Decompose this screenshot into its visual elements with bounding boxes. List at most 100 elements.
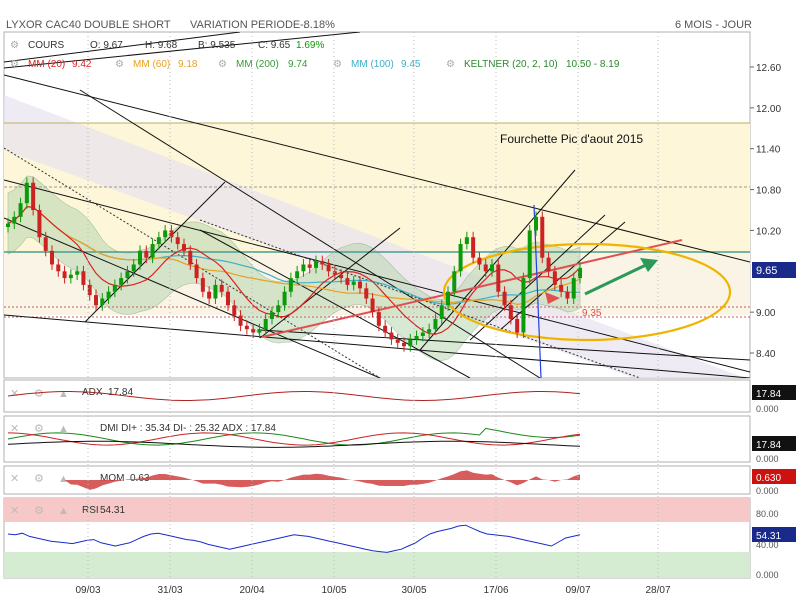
- keltner-band: [7, 175, 581, 362]
- candle-body: [515, 318, 520, 333]
- candle-body: [263, 318, 268, 330]
- mom-area: [8, 470, 580, 490]
- candle-body: [452, 271, 457, 292]
- candle-body: [75, 271, 80, 275]
- candle-body: [144, 250, 149, 258]
- x-tick-label: 31/03: [157, 585, 182, 596]
- rsi-panel-icons[interactable]: ✕ ⚙ ▲: [10, 505, 69, 517]
- y-tick-label: 9.00: [756, 308, 776, 319]
- blue-vertical: [533, 204, 542, 378]
- candle-body: [521, 278, 526, 333]
- legend-mm60-value: 9.18: [178, 59, 198, 70]
- legend-mm200-value: 9.74: [288, 59, 308, 70]
- svg-text:⚙: ⚙: [34, 423, 44, 435]
- x-tick-label: 09/07: [565, 585, 590, 596]
- legend-low: B: 9.535: [198, 40, 236, 51]
- candle-body: [571, 278, 576, 299]
- gear-icon[interactable]: ⚙: [10, 59, 19, 70]
- mom-marker: 0.630: [756, 473, 781, 484]
- candle-body: [578, 267, 582, 279]
- candles: [6, 177, 582, 352]
- legend-open: O: 9.67: [90, 40, 123, 51]
- price-marker-bg: [752, 262, 796, 278]
- dmi-panel-bg: [3, 415, 751, 463]
- svg-text:⚙: ⚙: [34, 388, 44, 400]
- variation-value: -8.18%: [300, 19, 335, 31]
- gear-icon[interactable]: ⚙: [10, 40, 19, 51]
- candle-body: [131, 264, 136, 272]
- candle-body: [62, 271, 67, 279]
- mm60-line: [7, 205, 581, 306]
- rsi-marker-bg: [752, 527, 796, 542]
- legend-mm60: MM (60): [133, 59, 170, 70]
- candle-body: [402, 342, 406, 347]
- y-tick-label: 11.40: [756, 145, 781, 156]
- candle-body: [502, 291, 507, 306]
- candle-body: [94, 295, 98, 306]
- dmi-marker: 17.84: [756, 440, 781, 451]
- rsi-axis-80: 80.00: [756, 509, 779, 519]
- gear-icon[interactable]: ⚙: [446, 59, 455, 70]
- candle-body: [471, 237, 476, 258]
- y-tick-label: 12.60: [756, 63, 781, 74]
- adx-panel-icons[interactable]: ✕ ⚙ ▲: [10, 388, 69, 400]
- rsi-axis-zero: 0.000: [756, 570, 779, 580]
- candle-body: [68, 274, 73, 279]
- candle-body: [257, 329, 262, 333]
- candle-body: [276, 305, 281, 313]
- candle-body: [414, 335, 419, 340]
- candle-body: [339, 274, 344, 279]
- adx-marker: 17.84: [756, 389, 781, 400]
- candle-body: [50, 250, 54, 265]
- candle-body: [433, 318, 438, 330]
- candle-body: [213, 284, 218, 299]
- candle-body: [490, 264, 494, 272]
- candle-body: [446, 291, 450, 306]
- gear-icon[interactable]: ⚙: [115, 59, 124, 70]
- gear-icon[interactable]: ⚙: [218, 59, 227, 70]
- candle-body: [238, 315, 243, 326]
- candle-body: [125, 271, 130, 279]
- x-tick-label: 30/05: [401, 585, 426, 596]
- legend-close: C: 9.65: [258, 40, 291, 51]
- candle-body: [389, 332, 394, 340]
- mom-panel-icons[interactable]: ✕ ⚙ ▲: [10, 473, 69, 485]
- candle-body: [219, 284, 224, 292]
- candle-body: [307, 264, 312, 268]
- candle-body: [106, 291, 111, 299]
- candle-body: [31, 182, 36, 210]
- candle-body: [18, 203, 23, 217]
- candle-body: [408, 339, 413, 347]
- legend-mm100: MM (100): [351, 59, 394, 70]
- candle-body: [188, 250, 193, 265]
- x-tick-label: 28/07: [645, 585, 670, 596]
- svg-text:✕: ✕: [10, 423, 19, 435]
- candle-body: [552, 271, 557, 285]
- rsi-line: [7, 524, 581, 553]
- rsi-marker: 54.31: [756, 531, 781, 542]
- candle-body: [175, 237, 180, 245]
- svg-text:⚙: ⚙: [34, 473, 44, 485]
- adx-axis-zero: 0.000: [756, 404, 779, 414]
- candle-body: [6, 223, 10, 228]
- candle-body: [477, 257, 482, 265]
- candle-body: [112, 284, 117, 292]
- rsi-label: RSI: [82, 505, 99, 516]
- rsi-value: 54.31: [100, 505, 125, 516]
- candle-body: [301, 264, 306, 272]
- legend-keltner-value: 10.50 - 8.19: [566, 59, 620, 70]
- gear-icon[interactable]: ⚙: [333, 59, 342, 70]
- candle-body: [320, 261, 325, 265]
- candle-body: [156, 237, 161, 245]
- green-arrow-line: [584, 262, 649, 296]
- candle-body: [364, 288, 369, 299]
- small-price-label: 9.35: [582, 308, 602, 319]
- green-arrow-head: [640, 258, 658, 272]
- dmi-label: DMI DI+ : 35.34 DI- : 25.32 ADX : 17.84: [100, 423, 276, 434]
- dmi-panel-icons[interactable]: ✕ ⚙ ▲: [10, 423, 69, 435]
- candle-body: [395, 339, 400, 343]
- candle-body: [119, 278, 124, 285]
- candle-body: [251, 329, 256, 333]
- candle-body: [540, 216, 545, 258]
